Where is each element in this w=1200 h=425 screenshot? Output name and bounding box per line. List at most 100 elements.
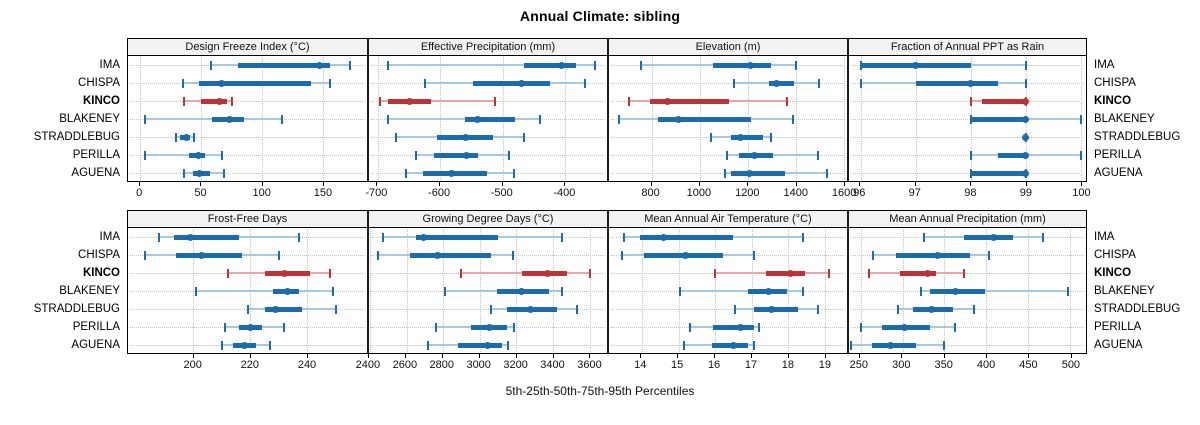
whisker-cap xyxy=(724,169,727,178)
median-dot xyxy=(183,134,191,141)
whisker-cap xyxy=(816,305,819,314)
grid-vline xyxy=(915,57,917,180)
iqr-box xyxy=(731,135,763,140)
median-dot xyxy=(315,62,323,69)
axis-tick xyxy=(501,182,503,186)
whisker-cap xyxy=(334,305,337,314)
axis-tick xyxy=(564,182,566,186)
whisker-cap xyxy=(443,287,446,296)
whisker-cap xyxy=(426,341,429,350)
whisker-cap xyxy=(962,269,965,278)
axis-tick-label: 50 xyxy=(194,187,207,199)
grid-vline xyxy=(443,229,445,352)
whisker-cap xyxy=(381,233,384,242)
whisker-cap xyxy=(1024,61,1027,70)
axis-tick xyxy=(404,354,406,358)
chart-title: Annual Climate: sibling xyxy=(519,8,681,24)
whisker-cap xyxy=(493,97,496,106)
whisker-cap xyxy=(972,305,975,314)
whisker-cap xyxy=(209,61,212,70)
axis-tick-label: 0 xyxy=(136,187,143,199)
iqr-box xyxy=(713,325,754,330)
whisker-cap xyxy=(348,61,351,70)
axis-tick xyxy=(192,354,194,358)
whisker-cap xyxy=(802,233,805,242)
whisker-cap xyxy=(942,341,945,350)
whisker-cap xyxy=(734,305,737,314)
panel: Mean Annual Air Temperature (°C) xyxy=(607,210,847,354)
iqr-box xyxy=(963,235,1014,240)
grid-hline xyxy=(851,155,1084,156)
axis-tick xyxy=(747,182,749,186)
median-dot xyxy=(737,134,745,141)
panel-grid: IMA CHISPA KINCO BLAKENEY STRADDLEBUG PERILLA… xyxy=(0,38,1200,376)
whisker-cap xyxy=(683,341,686,350)
iqr-box xyxy=(173,235,239,240)
trellis-row: IMA CHISPA KINCO BLAKENEY STRADDLEBUG PERILLA… xyxy=(0,210,1200,376)
site-label-right: BLAKENEY xyxy=(1094,285,1155,297)
median-dot xyxy=(225,116,233,123)
panel-axis: 800 1000 1200 1400 1600 xyxy=(607,182,856,204)
iqr-box xyxy=(981,99,1026,104)
site-label-left: BLAKENEY xyxy=(59,285,120,297)
axis-tick-label: 1400 xyxy=(783,187,808,199)
axis-tick xyxy=(986,354,988,358)
whisker-cap xyxy=(617,115,620,124)
iqr-box xyxy=(753,307,798,312)
panel-column: Mean Annual Air Temperature (°C) 14 15 16 17… xyxy=(607,210,847,376)
axis-tick-label: 300 xyxy=(892,359,911,371)
grid-vline xyxy=(861,57,863,180)
whisker-cap xyxy=(183,169,186,178)
median-dot xyxy=(1022,134,1030,141)
whisker-cap xyxy=(922,233,925,242)
panel-strip: Effective Precipitation (mm) xyxy=(369,38,607,56)
axis-tick xyxy=(367,354,369,358)
grid-hline xyxy=(851,101,1084,102)
whisker-cap xyxy=(583,79,586,88)
panel: Mean Annual Precipitation (mm) xyxy=(847,210,1087,354)
axis-tick xyxy=(698,182,700,186)
axis-tick-label: 19 xyxy=(818,359,831,371)
whisker-cap xyxy=(725,151,728,160)
axis-tick-label: 450 xyxy=(1019,359,1038,371)
iqr-box xyxy=(415,235,499,240)
iqr-box xyxy=(711,343,749,348)
median-dot xyxy=(745,170,753,177)
median-dot xyxy=(419,234,427,241)
whisker-cap xyxy=(158,233,161,242)
panel-strip: Growing Degree Days (°C) xyxy=(369,210,607,228)
median-dot xyxy=(517,80,525,87)
median-dot xyxy=(934,252,942,259)
site-labels-left: IMA CHISPA KINCO BLAKENEY STRADDLEBUG PERILLA… xyxy=(0,38,127,204)
grid-hline xyxy=(851,119,1084,120)
whisker-cap xyxy=(709,133,712,142)
site-label-right: IMA xyxy=(1094,59,1115,71)
site-label-left: STRADDLEBUG xyxy=(33,131,120,143)
whisker-cap xyxy=(181,79,184,88)
grid-vline xyxy=(369,229,371,352)
axis-tick-label: -600 xyxy=(428,187,451,199)
panel-axis: 96 97 98 99 100 xyxy=(847,182,1091,204)
axis-tick xyxy=(970,182,972,186)
panel-axis: 14 15 16 17 18 19 xyxy=(607,354,847,376)
grid-vline xyxy=(902,229,904,352)
grid-hline xyxy=(130,173,365,174)
site-label-left: PERILLA xyxy=(72,149,120,161)
median-dot xyxy=(682,252,690,259)
median-dot xyxy=(729,342,737,349)
panel: Effective Precipitation (mm) xyxy=(367,38,607,182)
whisker-cap xyxy=(174,133,177,142)
whisker-cap xyxy=(513,169,516,178)
median-dot xyxy=(434,252,442,259)
panel-axis: 250 300 350 400 450 500 xyxy=(847,354,1087,376)
axis-tick xyxy=(650,182,652,186)
grid-hline xyxy=(130,155,365,156)
whisker-cap xyxy=(752,341,755,350)
grid-vline xyxy=(844,57,846,180)
median-dot xyxy=(195,152,203,159)
median-dot xyxy=(215,98,223,105)
grid-hline xyxy=(130,101,365,102)
whisker-cap xyxy=(144,251,147,260)
grid-vline xyxy=(378,57,380,180)
iqr-box xyxy=(423,171,488,176)
